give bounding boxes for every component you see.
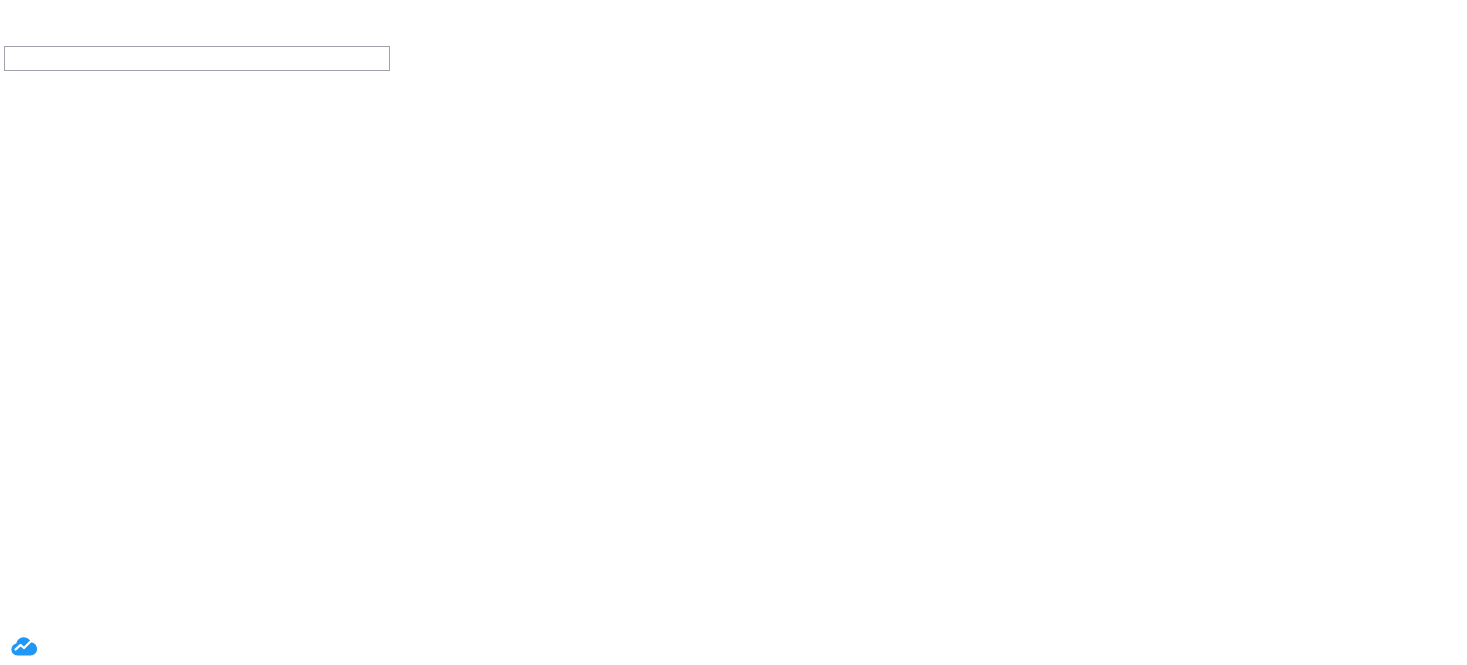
chart-legend[interactable] — [4, 46, 390, 71]
footer-branding — [10, 636, 43, 657]
tradingview-logo-icon — [11, 637, 37, 656]
chart-canvas[interactable] — [0, 40, 1467, 630]
